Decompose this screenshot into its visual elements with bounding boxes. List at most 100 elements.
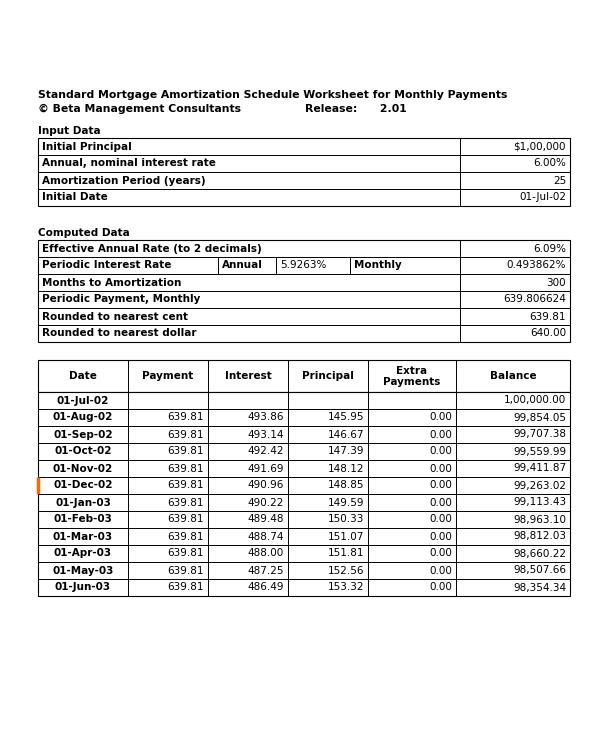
Text: 0.00: 0.00 [429,464,452,474]
Text: 640.00: 640.00 [530,328,566,339]
Text: 152.56: 152.56 [328,566,364,575]
Text: 489.48: 489.48 [248,515,284,524]
Text: Periodic Payment, Monthly: Periodic Payment, Monthly [42,294,200,304]
Bar [38,392,570,596]
Text: 01-Jul-02: 01-Jul-02 [519,193,566,202]
Text: Annual: Annual [222,261,263,271]
Text: 01-Jun-03: 01-Jun-03 [55,583,111,593]
Text: 01-May-03: 01-May-03 [52,566,113,575]
Text: 01-Mar-03: 01-Mar-03 [53,531,113,542]
Text: 99,263.02: 99,263.02 [513,480,566,491]
Bar [38,360,570,392]
Text: 0.00: 0.00 [429,583,452,593]
Text: 0.00: 0.00 [429,515,452,524]
Bar [38,240,570,342]
Text: Initial Principal: Initial Principal [42,142,132,152]
Text: $1,00,000: $1,00,000 [514,142,566,152]
Text: Extra: Extra [397,366,428,376]
Text: 99,411.87: 99,411.87 [513,464,566,474]
Text: 639.81: 639.81 [167,429,204,439]
Text: 639.81: 639.81 [167,480,204,491]
Text: Periodic Interest Rate: Periodic Interest Rate [42,261,172,271]
Text: 493.86: 493.86 [248,412,284,423]
Text: Payments: Payments [383,377,440,387]
Text: 639.81: 639.81 [167,515,204,524]
Text: Months to Amortization: Months to Amortization [42,277,181,288]
Text: 0.00: 0.00 [429,412,452,423]
Text: 01-Dec-02: 01-Dec-02 [53,480,113,491]
Text: 1,00,000.00: 1,00,000.00 [504,396,566,405]
Text: 98,354.34: 98,354.34 [513,583,566,593]
Text: Standard Mortgage Amortization Schedule Worksheet for Monthly Payments: Standard Mortgage Amortization Schedule … [38,90,508,100]
Text: Interest: Interest [224,371,271,381]
Text: Computed Data: Computed Data [38,228,130,238]
Text: Initial Date: Initial Date [42,193,108,202]
Text: 639.81: 639.81 [167,447,204,456]
Text: Monthly: Monthly [354,261,402,271]
Text: 639.81: 639.81 [167,531,204,542]
Text: 487.25: 487.25 [248,566,284,575]
Text: 491.69: 491.69 [248,464,284,474]
Text: 98,812.03: 98,812.03 [513,531,566,542]
Text: 0.00: 0.00 [429,531,452,542]
Text: Release:      2.01: Release: 2.01 [305,104,407,114]
Text: Amortization Period (years): Amortization Period (years) [42,175,206,185]
Text: 488.00: 488.00 [248,548,284,558]
Text: 01-Feb-03: 01-Feb-03 [53,515,112,524]
Text: 145.95: 145.95 [328,412,364,423]
Text: 639.81: 639.81 [167,412,204,423]
Text: Input Data: Input Data [38,126,101,136]
Text: 0.493862%: 0.493862% [506,261,566,271]
Text: 01-Sep-02: 01-Sep-02 [53,429,113,439]
Text: 01-Jul-02: 01-Jul-02 [57,396,109,405]
Text: 147.39: 147.39 [328,447,364,456]
Text: 639.81: 639.81 [167,566,204,575]
Text: Principal: Principal [302,371,354,381]
Text: 639.81: 639.81 [167,464,204,474]
Text: 98,963.10: 98,963.10 [513,515,566,524]
Text: 99,707.38: 99,707.38 [513,429,566,439]
Text: 0.00: 0.00 [429,548,452,558]
Text: 98,660.22: 98,660.22 [513,548,566,558]
Text: 01-Oct-02: 01-Oct-02 [54,447,112,456]
Text: 639.81: 639.81 [167,548,204,558]
Text: © Beta Management Consultants: © Beta Management Consultants [38,104,241,114]
Text: 0.00: 0.00 [429,447,452,456]
Text: 98,507.66: 98,507.66 [513,566,566,575]
Text: 148.85: 148.85 [328,480,364,491]
Text: 99,113.43: 99,113.43 [513,498,566,507]
Text: 151.81: 151.81 [328,548,364,558]
Text: 150.33: 150.33 [328,515,364,524]
Text: 148.12: 148.12 [328,464,364,474]
Text: 151.07: 151.07 [328,531,364,542]
Text: 6.09%: 6.09% [533,244,566,253]
Text: 300: 300 [547,277,566,288]
Text: 490.22: 490.22 [248,498,284,507]
Text: Date: Date [69,371,97,381]
Text: 99,559.99: 99,559.99 [513,447,566,456]
Text: 0.00: 0.00 [429,498,452,507]
Text: 639.81: 639.81 [167,498,204,507]
Text: 01-Jan-03: 01-Jan-03 [55,498,111,507]
Text: 146.67: 146.67 [328,429,364,439]
Text: 639.81: 639.81 [530,312,566,321]
Bar [38,138,570,206]
Text: Rounded to nearest cent: Rounded to nearest cent [42,312,188,321]
Text: Payment: Payment [142,371,194,381]
Text: 0.00: 0.00 [429,480,452,491]
Text: 490.96: 490.96 [248,480,284,491]
Text: 5.9263%: 5.9263% [280,261,326,271]
Text: 99,854.05: 99,854.05 [513,412,566,423]
Text: 488.74: 488.74 [248,531,284,542]
Text: 01-Aug-02: 01-Aug-02 [53,412,113,423]
Text: 153.32: 153.32 [328,583,364,593]
Text: Annual, nominal interest rate: Annual, nominal interest rate [42,158,216,169]
Text: 486.49: 486.49 [248,583,284,593]
Text: Balance: Balance [490,371,536,381]
Text: 25: 25 [553,175,566,185]
Text: 639.806624: 639.806624 [503,294,566,304]
Text: 6.00%: 6.00% [533,158,566,169]
Text: Rounded to nearest dollar: Rounded to nearest dollar [42,328,197,339]
Text: 639.81: 639.81 [167,583,204,593]
Text: 492.42: 492.42 [248,447,284,456]
